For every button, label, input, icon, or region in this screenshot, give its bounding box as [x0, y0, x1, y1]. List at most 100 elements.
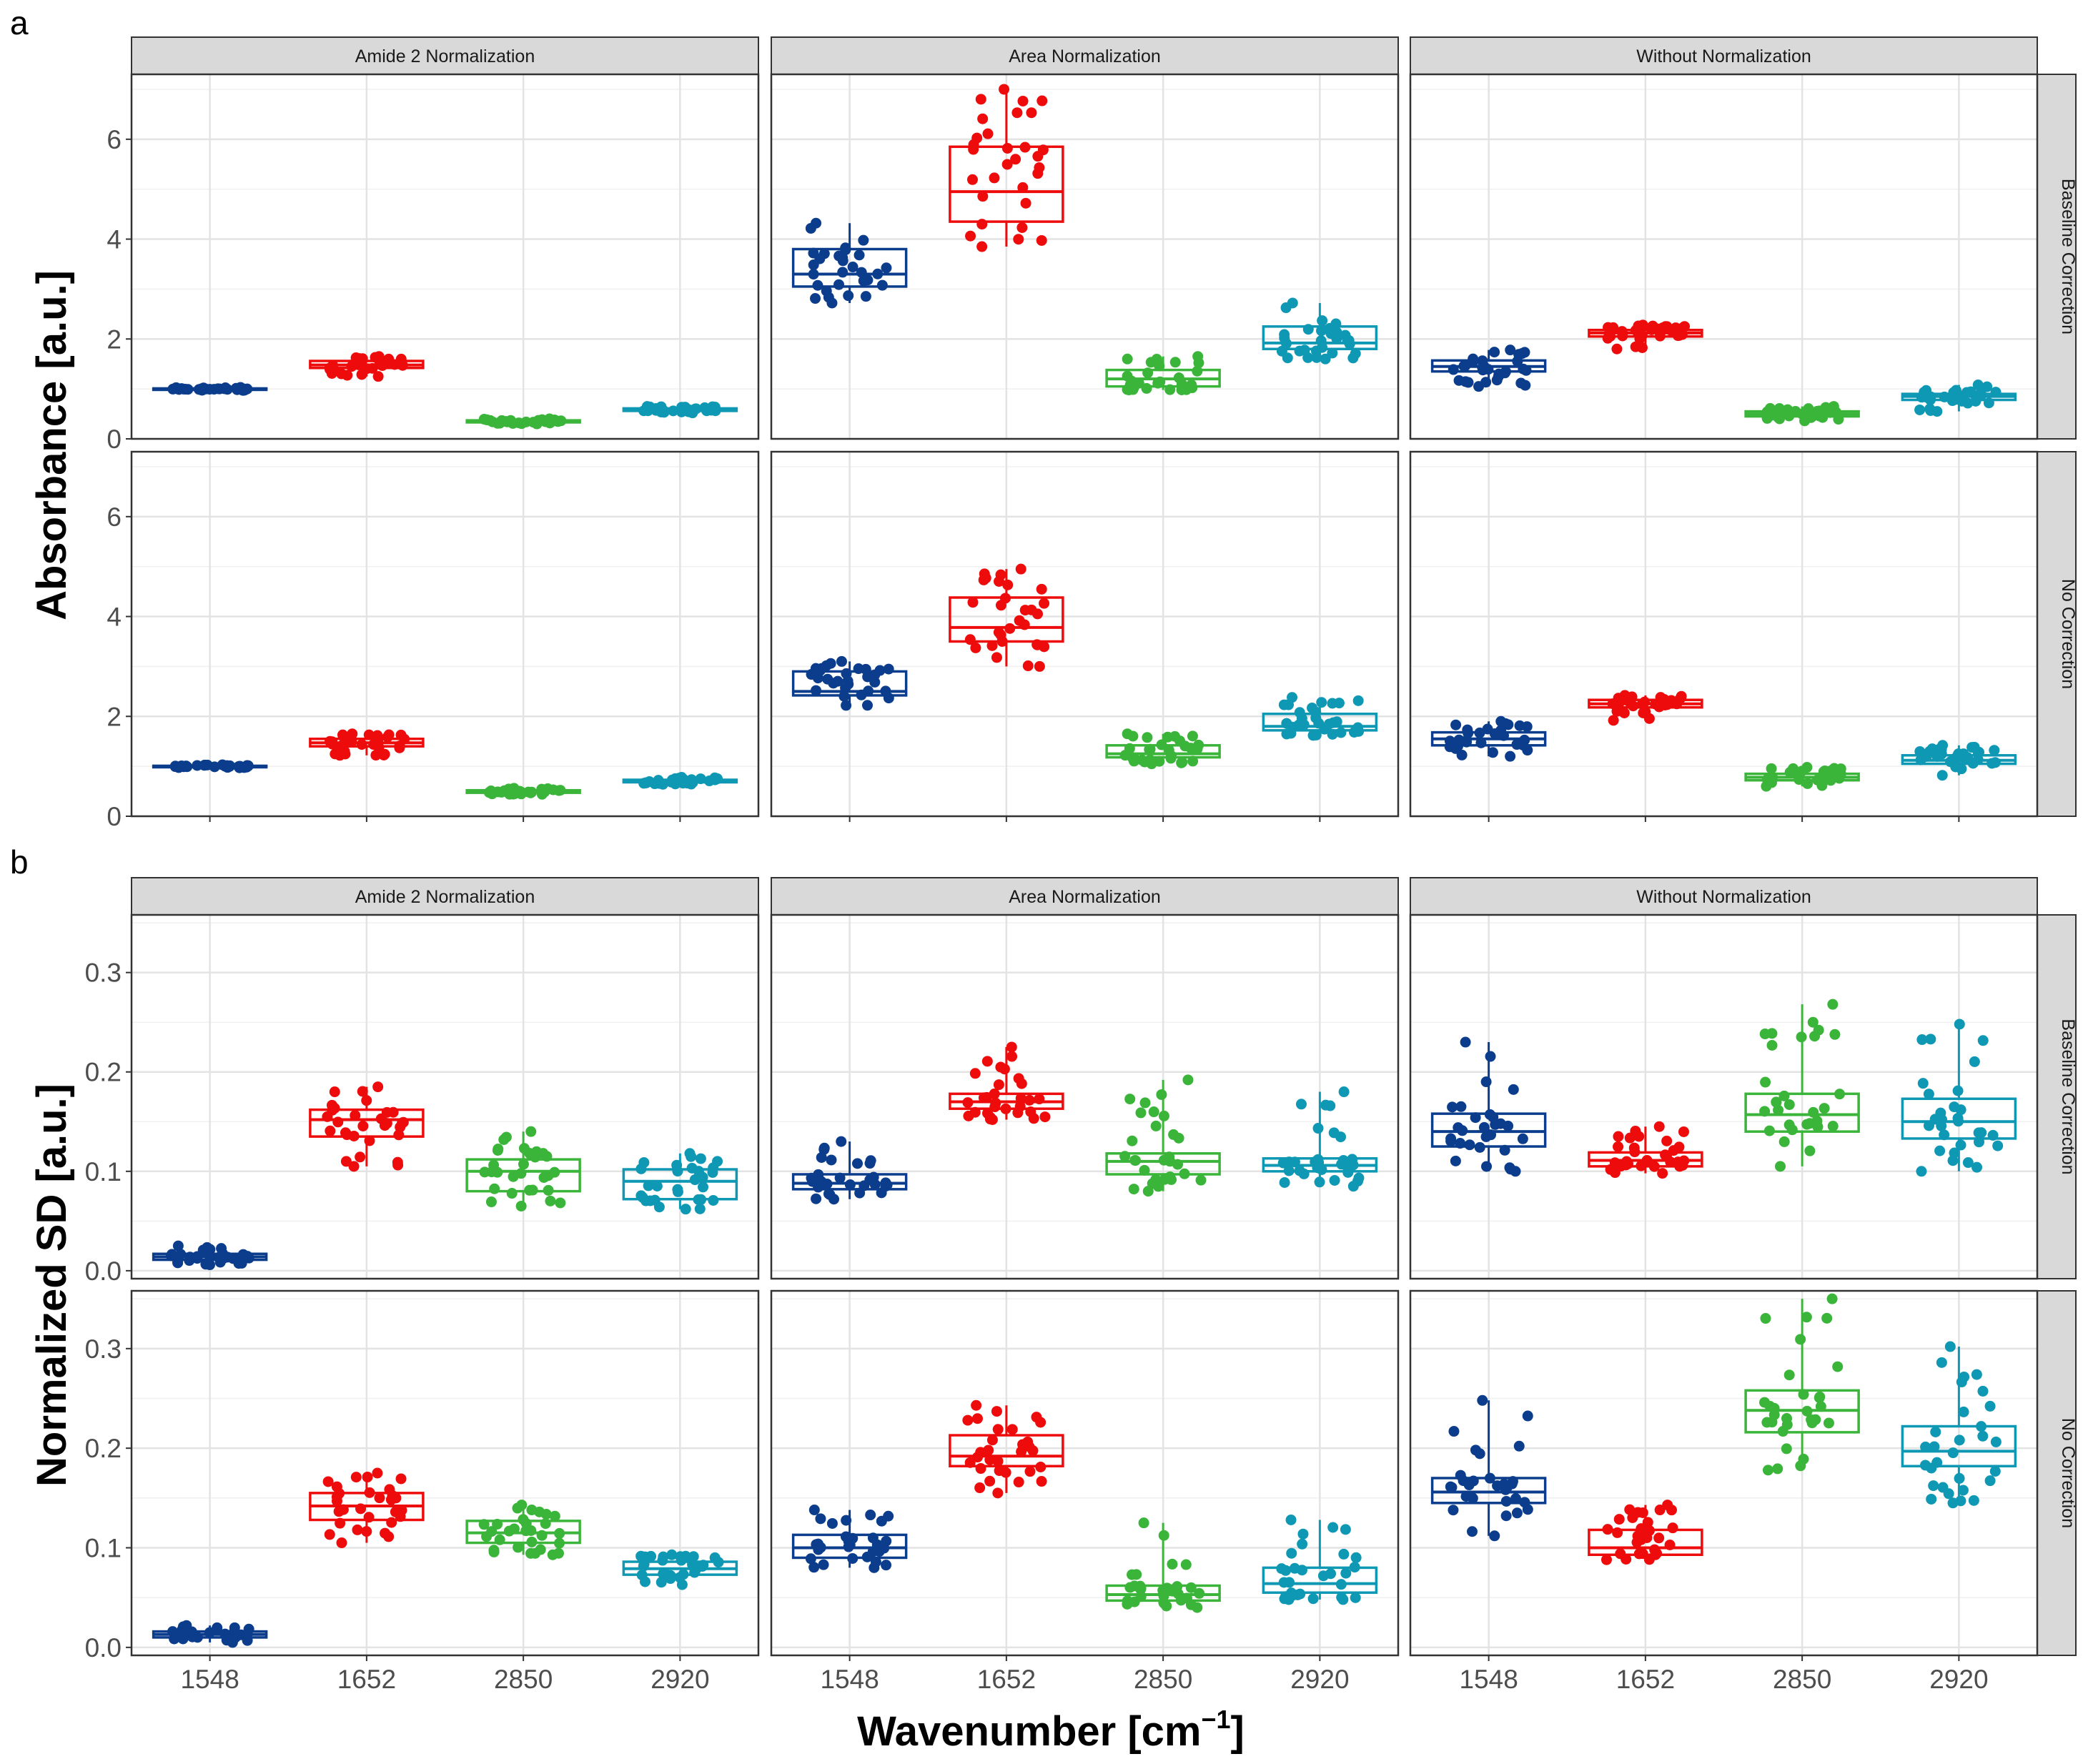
data-point	[1158, 1530, 1169, 1541]
data-point	[1349, 1562, 1360, 1573]
data-point	[485, 1196, 497, 1208]
data-point	[1771, 1096, 1782, 1108]
data-point	[1195, 1174, 1207, 1186]
data-point	[1310, 345, 1322, 357]
panel-border-a-1-2	[1409, 450, 2039, 818]
data-point	[549, 415, 560, 426]
box-a-1-1-2850	[1105, 728, 1221, 770]
box-a-0-1-1652	[949, 84, 1064, 252]
data-point	[964, 634, 976, 645]
data-point	[1947, 1155, 1959, 1166]
data-point	[536, 783, 548, 795]
data-point	[1626, 691, 1638, 703]
data-point	[1280, 1565, 1292, 1576]
data-point	[811, 1193, 822, 1204]
y-tick-label-a-0-3: 6	[107, 125, 122, 154]
panel-bg-b-1-0	[132, 1291, 758, 1655]
data-point	[818, 1559, 829, 1570]
data-point	[1481, 1161, 1493, 1172]
data-point	[1611, 343, 1623, 355]
data-point	[1648, 1161, 1660, 1172]
data-point	[1637, 1507, 1648, 1518]
data-point	[216, 1243, 227, 1254]
data-point	[1467, 1526, 1478, 1537]
data-point	[1650, 698, 1661, 710]
panel-b-0-0	[130, 913, 760, 1280]
data-point	[1284, 1577, 1295, 1588]
data-point	[232, 384, 243, 395]
data-point	[1962, 1157, 1974, 1169]
data-point	[841, 700, 852, 711]
data-point	[1976, 1421, 1987, 1432]
data-point	[821, 1178, 833, 1189]
panel-border-a-0-0	[130, 73, 760, 440]
data-point	[836, 1136, 847, 1147]
data-point	[1760, 1076, 1771, 1088]
data-point	[836, 655, 847, 667]
box-b-1-2-1652	[1588, 1500, 1703, 1565]
data-point	[1826, 1293, 1838, 1304]
data-point	[1006, 1041, 1017, 1053]
data-point	[1039, 598, 1050, 609]
data-point	[1331, 716, 1342, 728]
data-point	[392, 1156, 403, 1168]
data-point	[860, 291, 871, 302]
y-tick-label-b-0-1: 0.1	[85, 1157, 122, 1186]
data-point	[1347, 352, 1359, 364]
data-point	[1805, 412, 1816, 423]
row-strip-label-a-0: Baseline Correction	[2058, 179, 2078, 335]
data-point	[1615, 1548, 1626, 1560]
data-point	[515, 1168, 527, 1179]
data-point	[520, 416, 532, 427]
data-point	[1016, 1446, 1027, 1457]
box-iqr	[1901, 1097, 2017, 1140]
data-point	[1930, 1426, 1941, 1437]
data-point	[1925, 391, 1936, 402]
box-b-0-0-1548	[152, 1240, 268, 1271]
col-strip-b-0	[131, 877, 759, 916]
data-point	[1766, 1039, 1778, 1051]
data-point	[1801, 1119, 1813, 1130]
data-point	[1777, 1426, 1788, 1437]
data-point	[204, 1251, 215, 1262]
panel-border-b-0-0	[130, 913, 760, 1280]
data-point	[984, 1475, 996, 1487]
data-point	[1181, 384, 1192, 395]
box-b-0-1-1548	[791, 1136, 908, 1205]
data-point	[1169, 357, 1181, 368]
data-point	[227, 1253, 239, 1264]
data-point	[518, 1514, 529, 1525]
data-point	[1002, 579, 1014, 590]
data-point	[395, 1473, 407, 1485]
data-point	[1167, 1558, 1178, 1570]
data-point	[1801, 1405, 1813, 1417]
data-point	[1508, 1084, 1519, 1095]
data-point	[478, 1519, 490, 1530]
data-point	[1128, 1184, 1139, 1195]
col-strip-b-2	[1410, 877, 2038, 916]
data-point	[1989, 757, 2001, 768]
panel-a-0-1	[770, 73, 1400, 440]
data-point	[653, 1201, 665, 1213]
data-point	[1448, 1426, 1460, 1437]
data-point	[1500, 1510, 1512, 1522]
data-point	[883, 663, 894, 675]
data-point	[555, 1197, 566, 1209]
data-point	[1934, 1145, 1946, 1156]
data-point	[352, 359, 364, 370]
data-point	[1015, 563, 1026, 575]
data-point	[1022, 660, 1034, 672]
data-point	[1352, 695, 1364, 706]
data-point	[1329, 1174, 1340, 1186]
data-point	[1283, 1156, 1295, 1168]
data-point	[1124, 1582, 1136, 1593]
data-point	[1173, 1132, 1184, 1144]
data-point	[847, 262, 859, 273]
data-point	[1180, 1559, 1192, 1570]
col-strip-a-0	[131, 36, 759, 75]
data-point	[1026, 107, 1037, 119]
data-point	[665, 1570, 676, 1581]
data-point	[968, 144, 979, 155]
data-point	[1313, 1156, 1325, 1168]
box-b-1-1-1652	[949, 1399, 1064, 1499]
